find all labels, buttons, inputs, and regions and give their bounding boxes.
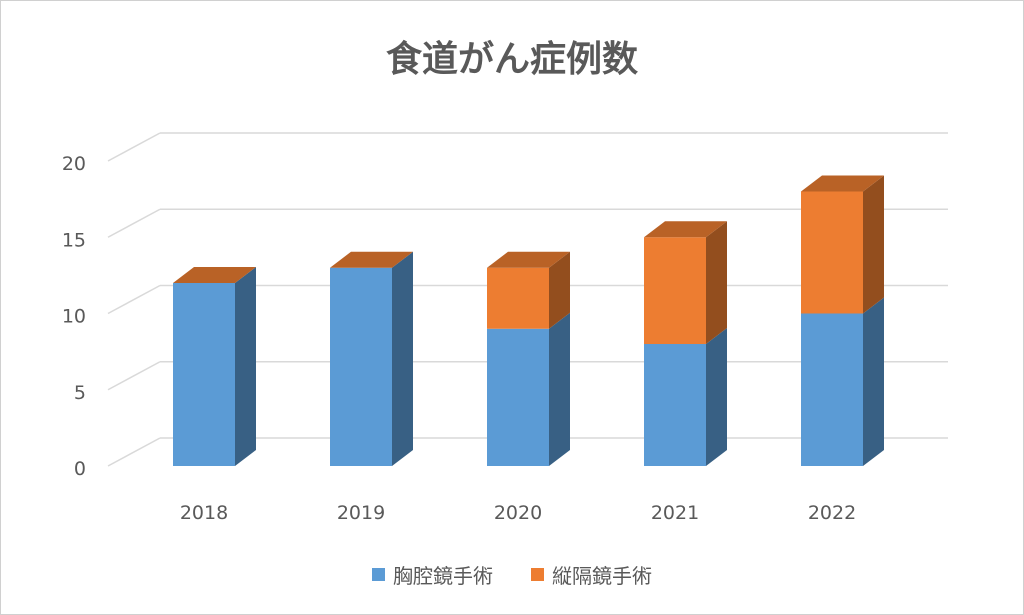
gridline-depth	[107, 437, 161, 467]
bar-side	[706, 221, 727, 344]
bar-side	[863, 175, 884, 314]
legend-swatch-series-2	[531, 568, 544, 581]
bar	[487, 328, 549, 466]
bar	[801, 313, 863, 466]
y-tick-label: 0	[74, 458, 86, 480]
bar-side	[549, 251, 570, 329]
bar	[330, 267, 392, 466]
bar-top	[173, 267, 256, 283]
bar	[801, 191, 863, 314]
legend-label-series-1: 胸腔鏡手術	[393, 564, 493, 588]
y-tick-label: 10	[62, 306, 86, 328]
x-tick-label: 2019	[337, 502, 385, 524]
x-tick-label: 2020	[494, 502, 542, 524]
bar	[487, 267, 549, 329]
bar	[644, 344, 706, 466]
bar-top	[330, 251, 413, 268]
y-tick-label: 20	[62, 153, 86, 175]
bar-top	[801, 175, 884, 192]
gridline-depth	[107, 132, 161, 162]
chart-title: 食道がん症例数	[385, 39, 638, 80]
bar-top	[487, 251, 570, 268]
x-tick-label: 2021	[651, 502, 699, 524]
gridline-depth	[107, 208, 161, 238]
y-tick-label: 5	[74, 382, 86, 404]
bar-side	[235, 267, 256, 466]
y-tick-label: 15	[62, 229, 86, 251]
legend-label-series-2: 縦隔鏡手術	[552, 564, 652, 588]
bar	[644, 237, 706, 344]
x-tick-label: 2022	[808, 502, 856, 524]
bar-side	[549, 312, 570, 466]
bar-side	[392, 251, 413, 466]
legend-item-series-1: 胸腔鏡手術	[372, 560, 493, 589]
legend: 胸腔鏡手術 縦隔鏡手術	[0, 560, 1024, 589]
legend-swatch-series-1	[372, 568, 385, 581]
bar-top	[644, 221, 727, 238]
gridline-depth	[107, 284, 161, 315]
legend-item-series-2: 縦隔鏡手術	[531, 560, 652, 589]
x-tick-label: 2018	[180, 502, 228, 524]
bar-side	[706, 328, 727, 466]
bar-side	[863, 297, 884, 466]
bar	[173, 283, 235, 466]
gridline-depth	[107, 361, 161, 391]
